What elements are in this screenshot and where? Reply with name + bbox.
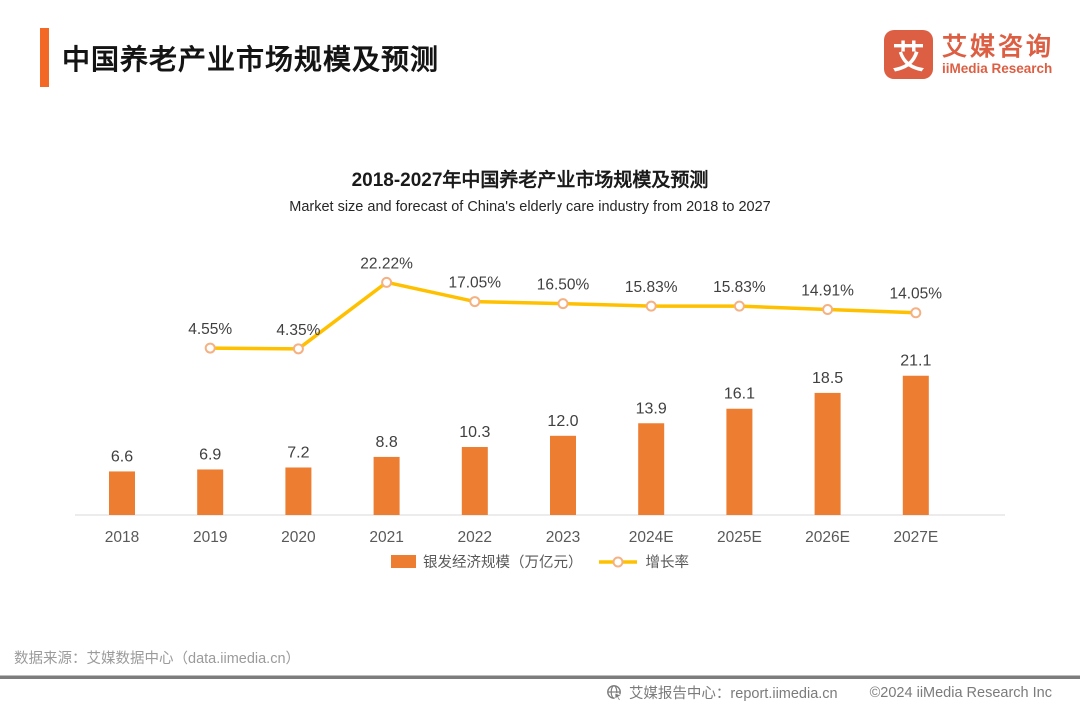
x-axis-tick-2025E: 2025E <box>717 529 762 546</box>
x-axis-tick-2027E: 2027E <box>893 529 938 546</box>
x-axis-tick-2026E: 2026E <box>805 529 850 546</box>
growth-value-label-2027E: 14.05% <box>890 286 943 303</box>
bar-value-label-2024E: 13.9 <box>636 400 667 417</box>
logo-name-en: iiMedia Research <box>941 60 1053 76</box>
copyright-text: ©2024 iiMedia Research Inc <box>869 684 1052 701</box>
iimedia-logo-icon: 艾 <box>883 30 933 79</box>
bar-value-label-2022: 10.3 <box>459 424 490 441</box>
growth-point-2023 <box>557 298 569 310</box>
bar-value-label-2023: 12.0 <box>547 413 578 430</box>
data-source-note: 数据来源：艾媒数据中心（data.iimedia.cn） <box>14 651 301 667</box>
legend-bar-label: 银发经济规模（万亿元） <box>423 555 583 571</box>
x-axis-tick-2018: 2018 <box>105 529 139 546</box>
bar-2027E <box>902 375 929 515</box>
growth-value-label-2021: 22.22% <box>360 255 413 272</box>
bar-2024E <box>638 423 665 515</box>
bar-value-label-2027E: 21.1 <box>900 353 931 370</box>
header: 中国养老产业市场规模及预测 <box>40 28 439 87</box>
bar-2023 <box>550 435 576 515</box>
bar-2026E <box>814 392 841 515</box>
growth-point-2021 <box>381 276 393 288</box>
x-axis-tick-2023: 2023 <box>546 529 580 546</box>
growth-point-2025E <box>733 300 745 312</box>
x-axis-tick-2024E: 2024E <box>629 529 674 546</box>
legend-item-bar-series: 银发经济规模（万亿元） <box>391 551 583 572</box>
bar-value-label-2018: 6.6 <box>111 448 133 465</box>
x-axis-tick-2022: 2022 <box>458 529 492 546</box>
bar-value-label-2025E: 16.1 <box>724 386 755 403</box>
growth-point-2022 <box>469 296 481 308</box>
bar-2019 <box>197 469 224 515</box>
x-axis-tick-2020: 2020 <box>281 529 316 546</box>
legend-line-label: 增长率 <box>645 555 690 571</box>
growth-point-2027E <box>910 307 922 319</box>
growth-value-label-2020: 4.35% <box>276 322 320 339</box>
x-axis-tick-2021: 2021 <box>369 529 403 546</box>
bar-series-swatch-icon <box>391 555 416 568</box>
x-axis-tick-2019: 2019 <box>193 529 227 546</box>
globe-cursor-icon <box>607 685 623 701</box>
growth-value-label-2022: 17.05% <box>449 275 502 292</box>
legend-item-line-series: 增长率 <box>597 551 690 572</box>
line-series-swatch-icon <box>598 556 637 567</box>
growth-value-label-2026E: 14.91% <box>801 283 854 300</box>
bar-2025E <box>726 408 753 515</box>
growth-value-label-2019: 4.55% <box>188 321 232 338</box>
page-title: 中国养老产业市场规模及预测 <box>62 43 440 75</box>
bar-value-label-2020: 7.2 <box>287 444 309 461</box>
market-size-combo-chart: 6.6 2018 6.9 2019 7.2 2020 8.8 2021 10.3 2022 12.0… <box>75 255 1005 546</box>
growth-point-2020 <box>292 343 304 355</box>
growth-point-2019 <box>204 342 216 354</box>
report-center-link[interactable]: 艾媒报告中心：report.iimedia.cn <box>628 686 838 702</box>
bar-2021 <box>373 456 400 515</box>
chart-legend: 银发经济规模（万亿元） 增长率 <box>0 551 1080 572</box>
iimedia-logo: 艾 艾媒咨询 iiMedia Research <box>883 30 1054 79</box>
growth-point-2026E <box>822 304 834 316</box>
growth-value-label-2024E: 15.83% <box>625 279 678 296</box>
logo-text: 艾媒咨询 iiMedia Research <box>942 33 1054 77</box>
bar-value-label-2021: 8.8 <box>375 434 397 451</box>
title-accent-bar <box>40 28 49 87</box>
growth-value-label-2025E: 15.83% <box>713 279 766 296</box>
footer-divider <box>0 675 1080 679</box>
bar-value-label-2019: 6.9 <box>199 446 221 463</box>
logo-name-cn: 艾媒咨询 <box>941 32 1054 61</box>
bar-2022 <box>461 447 488 515</box>
footer: 艾媒报告中心：report.iimedia.cn ©2024 iiMedia R… <box>606 682 1052 702</box>
bar-2020 <box>285 467 312 515</box>
chart-subtitle: Market size and forecast of China's elde… <box>289 199 771 215</box>
bar-value-label-2026E: 18.5 <box>812 370 843 387</box>
growth-point-2024E <box>645 300 657 312</box>
growth-value-label-2023: 16.50% <box>537 277 590 294</box>
chart-title: 2018-2027年中国养老产业市场规模及预测 <box>351 170 709 191</box>
bar-2018 <box>109 471 135 515</box>
